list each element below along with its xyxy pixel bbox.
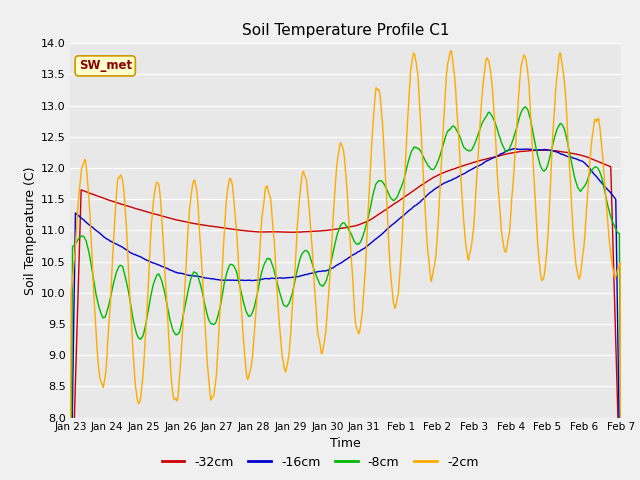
Y-axis label: Soil Temperature (C): Soil Temperature (C)	[24, 166, 36, 295]
Legend: -32cm, -16cm, -8cm, -2cm: -32cm, -16cm, -8cm, -2cm	[157, 451, 483, 474]
Text: SW_met: SW_met	[79, 60, 132, 72]
X-axis label: Time: Time	[330, 437, 361, 450]
Title: Soil Temperature Profile C1: Soil Temperature Profile C1	[242, 23, 449, 38]
